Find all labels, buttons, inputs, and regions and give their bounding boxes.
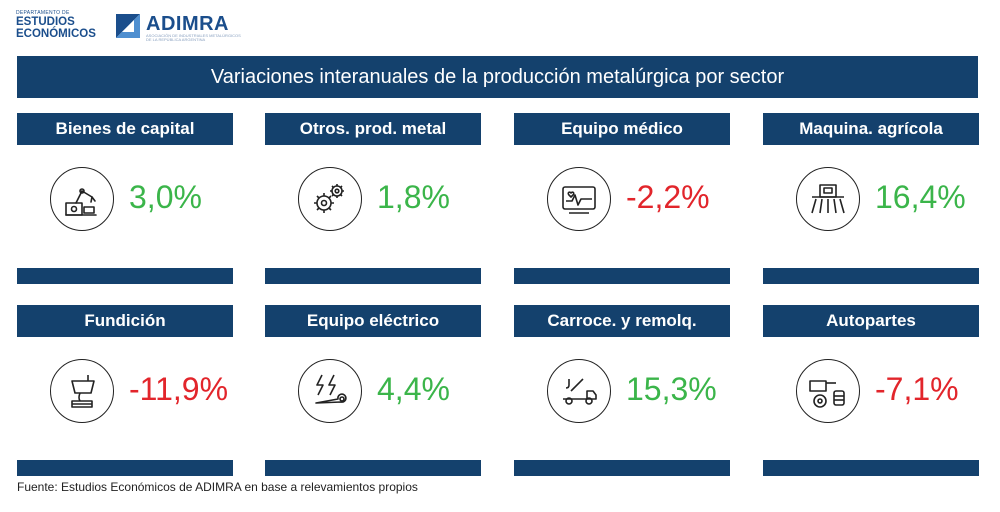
sector-icon-circle [50, 359, 114, 423]
card-footer-bar [265, 268, 481, 284]
sector-card: Equipo médico -2,2% [514, 113, 730, 284]
sector-name: Autopartes [763, 305, 979, 337]
sector-card: Bienes de capital 3,0% [17, 113, 233, 284]
sector-icon-circle [50, 167, 114, 231]
sector-value: -11,9% [129, 371, 229, 407]
card-footer-bar [17, 460, 233, 476]
sector-value: 16,4% [875, 179, 966, 215]
tractor-sprayer-icon [811, 184, 845, 214]
sector-icon-circle [547, 359, 611, 423]
sector-icon-circle [796, 359, 860, 423]
medical-monitor-icon [562, 186, 596, 214]
sector-name: Maquina. agrícola [763, 113, 979, 145]
card-footer-bar [265, 460, 481, 476]
sector-icon-circle [796, 167, 860, 231]
sector-icon-circle [298, 167, 362, 231]
brand-subtitle: ASOCIACIÓN DE INDUSTRIALES METALÚRGICOS … [146, 33, 241, 42]
sector-value: 15,3% [626, 371, 717, 407]
sector-value: -2,2% [626, 179, 710, 215]
sector-name: Fundición [17, 305, 233, 337]
sector-name: Otros. prod. metal [265, 113, 481, 145]
sector-card: Equipo eléctrico 4,4% [265, 305, 481, 476]
sector-value: -7,1% [875, 371, 959, 407]
sector-card: Otros. prod. metal 1,8% [265, 113, 481, 284]
sector-value: 3,0% [129, 179, 202, 215]
sector-card: Fundición -11,9% [17, 305, 233, 476]
department-name-line1: ESTUDIOS [16, 16, 75, 28]
page-title: Variaciones interanuales de la producció… [17, 56, 978, 98]
sector-icon-circle [298, 359, 362, 423]
sector-name: Equipo médico [514, 113, 730, 145]
sector-card: Autopartes -7,1% [763, 305, 979, 476]
card-footer-bar [514, 268, 730, 284]
sector-name: Carroce. y remolq. [514, 305, 730, 337]
sector-card: Carroce. y remolq. 15,3% [514, 305, 730, 476]
adimra-logo-icon [116, 14, 140, 38]
department-label: DEPARTAMENTO DE [16, 10, 70, 16]
gears-icon [314, 184, 344, 213]
department-name-line2: ECONÓMICOS [16, 28, 96, 40]
header: DEPARTAMENTO DE ESTUDIOS ECONÓMICOS ADIM… [16, 10, 316, 44]
card-footer-bar [763, 460, 979, 476]
sector-name: Bienes de capital [17, 113, 233, 145]
foundry-ladle-icon [71, 375, 95, 408]
sector-name: Equipo eléctrico [265, 305, 481, 337]
card-footer-bar [514, 460, 730, 476]
department-logo: DEPARTAMENTO DE ESTUDIOS ECONÓMICOS [16, 10, 96, 40]
sector-value: 4,4% [377, 371, 450, 407]
brand-name: ADIMRA [146, 13, 229, 35]
auto-parts-icon [809, 380, 845, 408]
sector-card: Maquina. agrícola 16,4% [763, 113, 979, 284]
sector-value: 1,8% [377, 179, 450, 215]
robot-arm-icon [65, 188, 97, 216]
electric-tools-icon [315, 374, 347, 404]
card-footer-bar [17, 268, 233, 284]
card-footer-bar [763, 268, 979, 284]
sector-icon-circle [547, 167, 611, 231]
tow-truck-icon [563, 378, 597, 405]
source-note: Fuente: Estudios Económicos de ADIMRA en… [17, 480, 418, 494]
